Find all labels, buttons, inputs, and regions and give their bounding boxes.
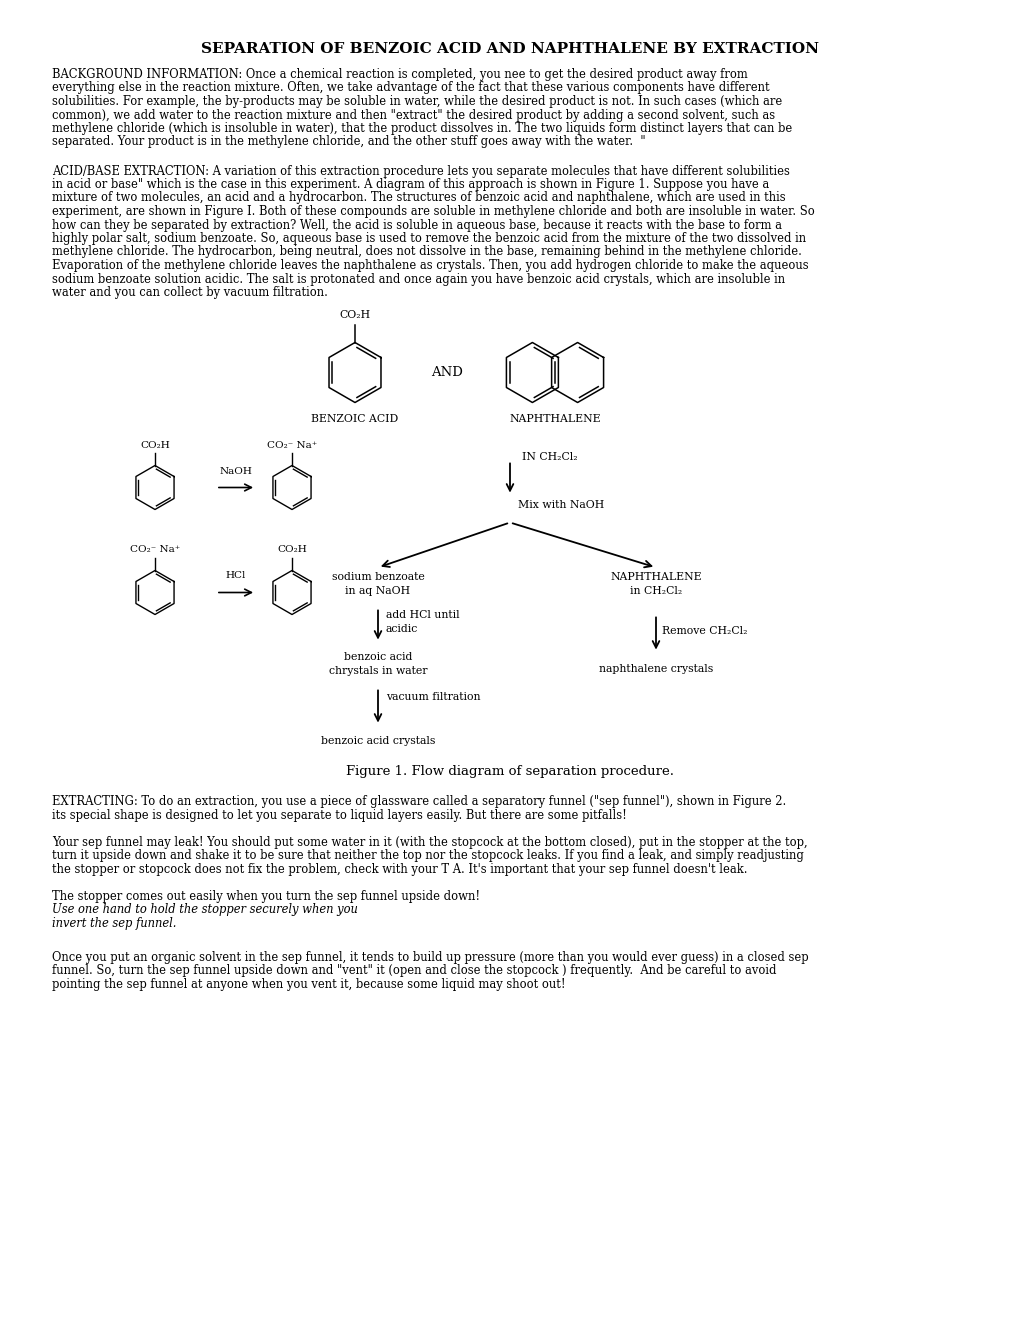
Text: SEPARATION OF BENZOIC ACID AND NAPHTHALENE BY EXTRACTION: SEPARATION OF BENZOIC ACID AND NAPHTHALE… [201, 42, 818, 55]
Text: Once you put an organic solvent in the sep funnel, it tends to build up pressure: Once you put an organic solvent in the s… [52, 950, 808, 964]
Text: sodium benzoate solution acidic. The salt is protonated and once again you have : sodium benzoate solution acidic. The sal… [52, 272, 785, 285]
Text: CO₂H: CO₂H [339, 310, 370, 321]
Text: highly polar salt, sodium benzoate. So, aqueous base is used to remove the benzo: highly polar salt, sodium benzoate. So, … [52, 232, 805, 246]
Text: HCl: HCl [225, 572, 246, 581]
Text: how can they be separated by extraction? Well, the acid is soluble in aqueous ba: how can they be separated by extraction?… [52, 219, 782, 231]
Text: Mix with NaOH: Mix with NaOH [518, 500, 603, 511]
Text: everything else in the reaction mixture. Often, we take advantage of the fact th: everything else in the reaction mixture.… [52, 82, 769, 95]
Text: in acid or base" which is the case in this experiment. A diagram of this approac: in acid or base" which is the case in th… [52, 178, 768, 191]
Text: its special shape is designed to let you separate to liquid layers easily. But t: its special shape is designed to let you… [52, 809, 626, 822]
Text: Use one hand to hold the stopper securely when you: Use one hand to hold the stopper securel… [52, 903, 358, 916]
Text: benzoic acid crystals: benzoic acid crystals [321, 735, 435, 746]
Text: in CH₂Cl₂: in CH₂Cl₂ [630, 586, 682, 595]
Text: Your sep funnel may leak! You should put some water in it (with the stopcock at : Your sep funnel may leak! You should put… [52, 836, 807, 849]
Text: CO₂H: CO₂H [277, 545, 307, 554]
Text: separated. Your product is in the methylene chloride, and the other stuff goes a: separated. Your product is in the methyl… [52, 136, 645, 149]
Text: Remove CH₂Cl₂: Remove CH₂Cl₂ [661, 627, 747, 636]
Text: common), we add water to the reaction mixture and then "extract" the desired pro: common), we add water to the reaction mi… [52, 108, 774, 121]
Text: BACKGROUND INFORMATION: Once a chemical reaction is completed, you nee to get th: BACKGROUND INFORMATION: Once a chemical … [52, 69, 747, 81]
Text: Figure 1. Flow diagram of separation procedure.: Figure 1. Flow diagram of separation pro… [345, 766, 674, 779]
Text: in aq NaOH: in aq NaOH [345, 586, 411, 595]
Text: CO₂⁻ Na⁺: CO₂⁻ Na⁺ [267, 441, 317, 450]
Text: ACID/BASE EXTRACTION: A variation of this extraction procedure lets you separate: ACID/BASE EXTRACTION: A variation of thi… [52, 165, 789, 177]
Text: chrystals in water: chrystals in water [328, 665, 427, 676]
Text: CO₂⁻ Na⁺: CO₂⁻ Na⁺ [129, 545, 180, 554]
Text: NaOH: NaOH [219, 466, 252, 475]
Text: EXTRACTING: To do an extraction, you use a piece of glassware called a separator: EXTRACTING: To do an extraction, you use… [52, 796, 786, 808]
Text: acidic: acidic [385, 623, 418, 634]
Text: funnel. So, turn the sep funnel upside down and "vent" it (open and close the st: funnel. So, turn the sep funnel upside d… [52, 964, 775, 977]
Text: methylene chloride (which is insoluble in water), that the product dissolves in.: methylene chloride (which is insoluble i… [52, 121, 792, 135]
Text: mixture of two molecules, an acid and a hydrocarbon. The structures of benzoic a: mixture of two molecules, an acid and a … [52, 191, 785, 205]
Text: CO₂H: CO₂H [140, 441, 170, 450]
Text: solubilities. For example, the by-products may be soluble in water, while the de: solubilities. For example, the by-produc… [52, 95, 782, 108]
Text: IN CH₂Cl₂: IN CH₂Cl₂ [522, 453, 577, 462]
Text: pointing the sep funnel at anyone when you vent it, because some liquid may shoo: pointing the sep funnel at anyone when y… [52, 978, 565, 991]
Text: Evaporation of the methylene chloride leaves the naphthalene as crystals. Then, : Evaporation of the methylene chloride le… [52, 259, 808, 272]
Text: benzoic acid: benzoic acid [343, 652, 412, 663]
Text: NAPHTHALENE: NAPHTHALENE [609, 573, 701, 582]
Text: AND: AND [431, 366, 463, 379]
Text: NAPHTHALENE: NAPHTHALENE [508, 414, 600, 425]
Text: BENZOIC ACID: BENZOIC ACID [311, 414, 398, 425]
Text: add HCl until: add HCl until [385, 610, 460, 620]
Text: The stopper comes out easily when you turn the sep funnel upside down!: The stopper comes out easily when you tu… [52, 890, 483, 903]
Text: invert the sep funnel.: invert the sep funnel. [52, 917, 176, 931]
Text: water and you can collect by vacuum filtration.: water and you can collect by vacuum filt… [52, 286, 327, 300]
Text: the stopper or stopcock does not fix the problem, check with your T A. It's impo: the stopper or stopcock does not fix the… [52, 863, 747, 876]
Text: naphthalene crystals: naphthalene crystals [598, 664, 712, 675]
Text: vacuum filtration: vacuum filtration [385, 693, 480, 702]
Text: methylene chloride. The hydrocarbon, being neutral, does not dissolve in the bas: methylene chloride. The hydrocarbon, bei… [52, 246, 801, 259]
Text: sodium benzoate: sodium benzoate [331, 573, 424, 582]
Text: experiment, are shown in Figure I. Both of these compounds are soluble in methyl: experiment, are shown in Figure I. Both … [52, 205, 814, 218]
Text: turn it upside down and shake it to be sure that neither the top nor the stopcoc: turn it upside down and shake it to be s… [52, 850, 803, 862]
